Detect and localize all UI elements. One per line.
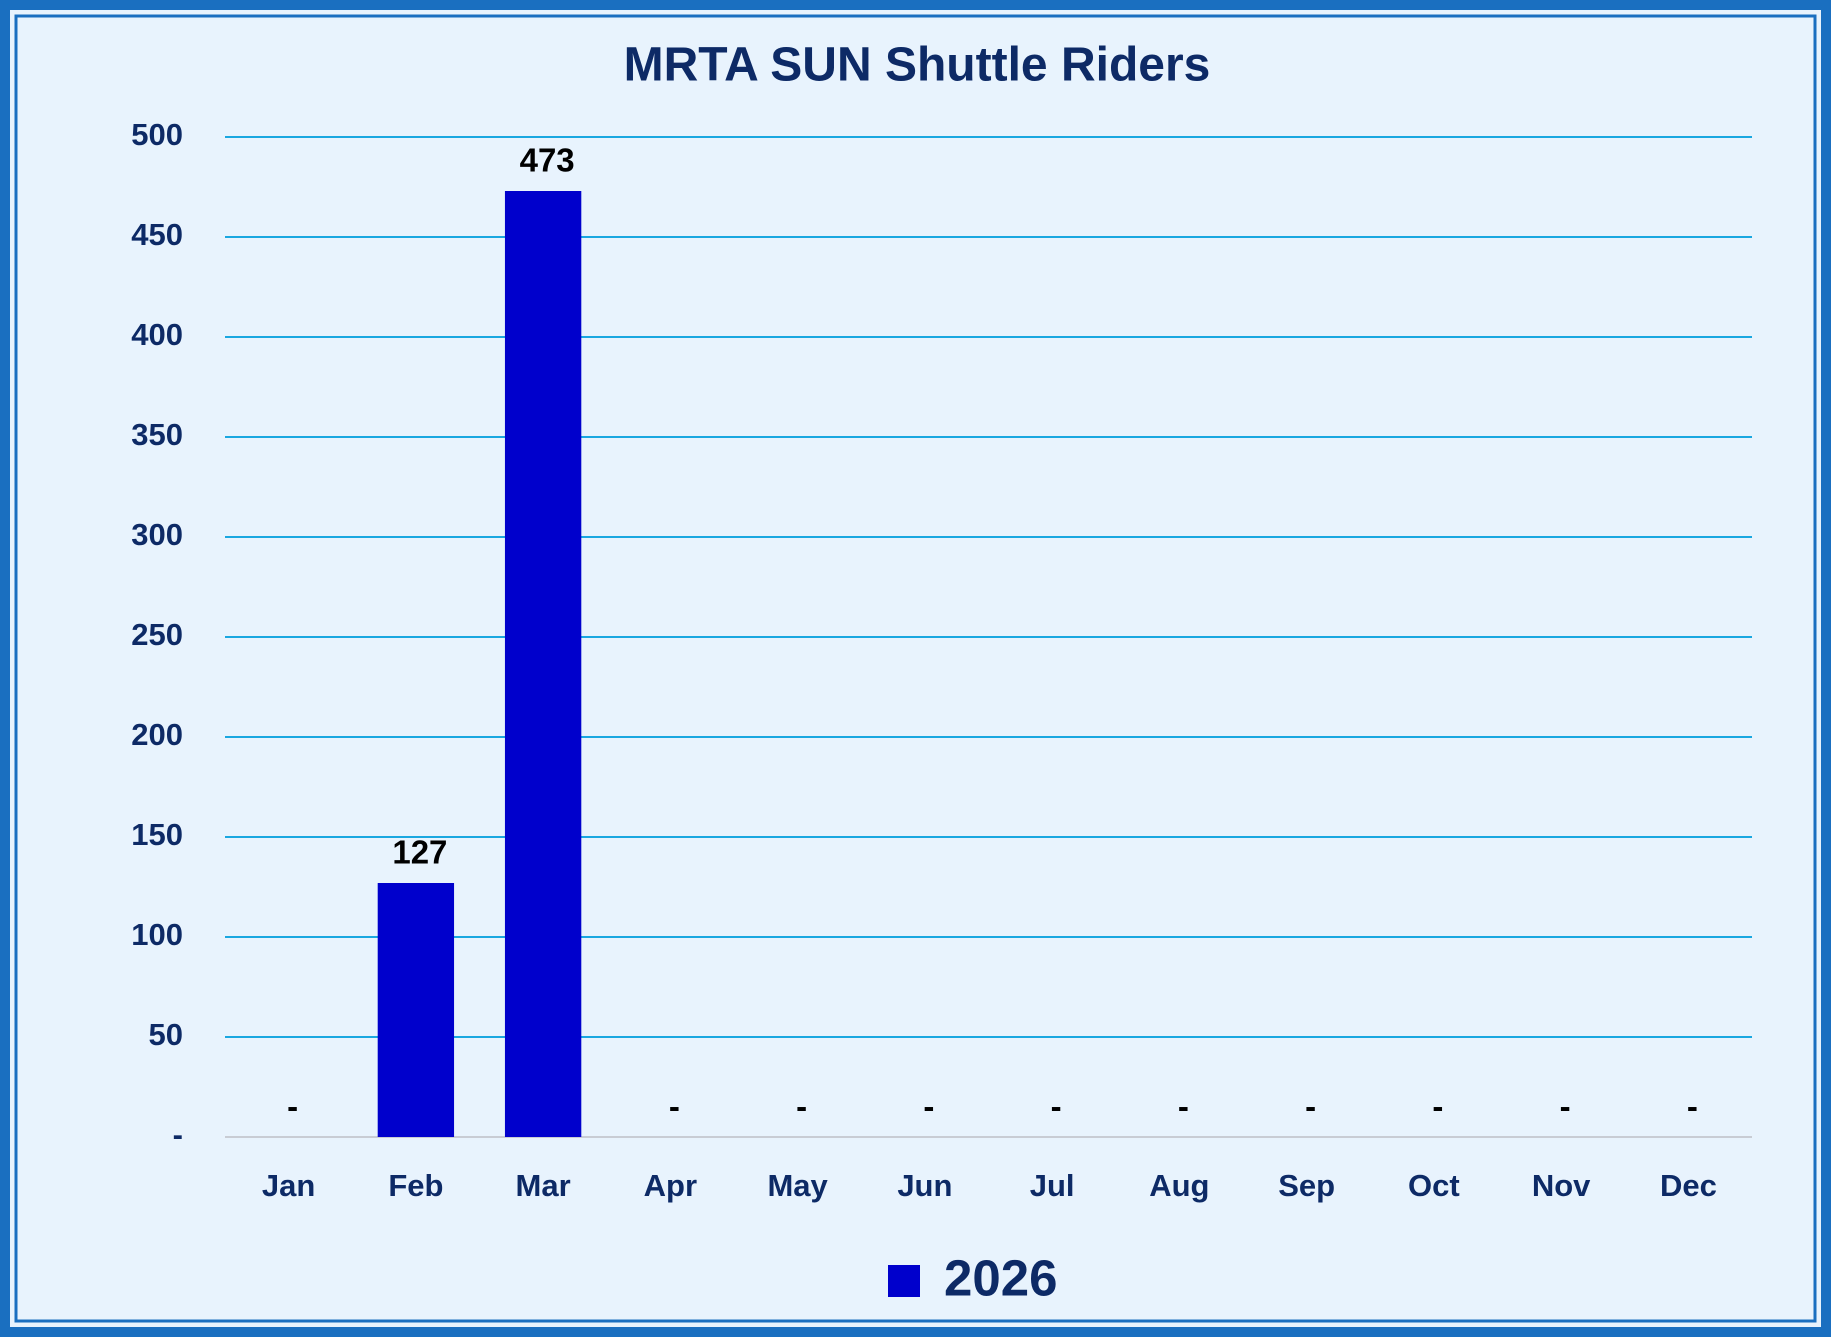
y-tick-label: 150: [131, 817, 183, 852]
y-tick-label: 250: [131, 617, 183, 652]
x-tick-label: Dec: [1660, 1168, 1717, 1203]
legend-label: 2026: [944, 1249, 1057, 1306]
x-tick-label: Aug: [1149, 1168, 1209, 1203]
data-label: -: [669, 1088, 680, 1125]
data-label: -: [1687, 1088, 1698, 1125]
bar: [377, 883, 455, 1137]
data-label: -: [1051, 1088, 1062, 1125]
x-tick-label: Mar: [516, 1168, 571, 1203]
x-tick-label: Jul: [1030, 1168, 1075, 1203]
data-label: -: [1178, 1088, 1189, 1125]
bar: [504, 191, 582, 1137]
x-tick-label: May: [767, 1168, 828, 1203]
x-tick-label: Sep: [1278, 1168, 1335, 1203]
x-tick-label: Apr: [644, 1168, 697, 1203]
y-tick-label: 400: [131, 317, 183, 352]
y-tick-label: 200: [131, 717, 183, 752]
data-label: -: [796, 1088, 807, 1125]
legend-swatch: [888, 1265, 920, 1297]
y-tick-label: 500: [131, 117, 183, 152]
data-label: -: [1305, 1088, 1316, 1125]
data-label: -: [287, 1088, 298, 1125]
data-label: 473: [520, 142, 575, 179]
x-tick-label: Nov: [1532, 1168, 1591, 1203]
y-tick-label: 350: [131, 417, 183, 452]
chart-inner-frame: [14, 14, 1817, 1323]
data-label: -: [923, 1088, 934, 1125]
x-tick-label: Oct: [1408, 1168, 1460, 1203]
x-tick-label: Jan: [262, 1168, 315, 1203]
y-tick-label: 50: [149, 1017, 183, 1052]
data-label: -: [1432, 1088, 1443, 1125]
y-tick-label: 450: [131, 217, 183, 252]
chart-title: MRTA SUN Shuttle Riders: [624, 39, 1211, 92]
y-tick-label: 300: [131, 517, 183, 552]
x-tick-label: Feb: [388, 1168, 443, 1203]
data-label: 127: [392, 834, 447, 871]
y-tick-label: 100: [131, 917, 183, 952]
y-tick-label: -: [173, 1117, 183, 1152]
x-tick-label: Jun: [897, 1168, 952, 1203]
data-label: -: [1560, 1088, 1571, 1125]
